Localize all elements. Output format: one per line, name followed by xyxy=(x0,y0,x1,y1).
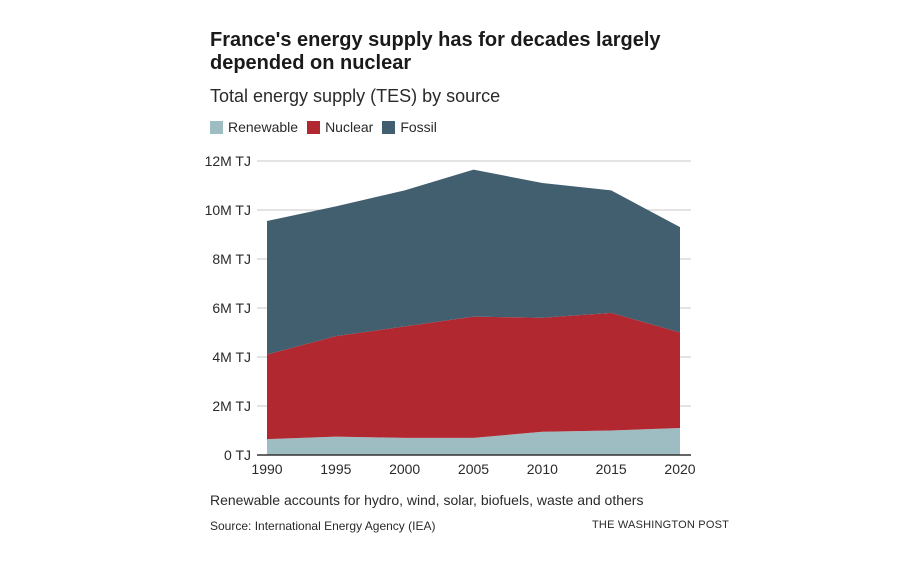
y-axis-labels: 0 TJ 2M TJ 4M TJ 6M TJ 8M TJ 10M TJ 12M TJ xyxy=(205,153,251,463)
publisher-credit: THE WASHINGTON POST xyxy=(592,519,730,531)
legend-label-nuclear: Nuclear xyxy=(325,119,374,135)
x-tick-label: 2000 xyxy=(389,461,420,477)
chart-source: Source: International Energy Agency (IEA… xyxy=(210,519,436,533)
x-tick-label: 1995 xyxy=(320,461,351,477)
x-tick-label: 1990 xyxy=(251,461,282,477)
chart-footnote: Renewable accounts for hydro, wind, sola… xyxy=(210,492,644,508)
chart-subtitle: Total energy supply (TES) by source xyxy=(210,86,501,106)
area-fossil xyxy=(267,169,680,355)
legend-swatch-nuclear xyxy=(307,120,321,134)
legend-label-renewable: Renewable xyxy=(228,119,299,135)
legend-item-nuclear: Nuclear xyxy=(307,119,373,135)
legend-item-renewable: Renewable xyxy=(210,119,298,135)
legend-item-fossil: Fossil xyxy=(382,119,437,135)
x-tick-label: 2020 xyxy=(664,461,695,477)
x-tick-label: 2015 xyxy=(596,461,627,477)
legend-label-fossil: Fossil xyxy=(400,119,437,135)
y-tick-label: 10M TJ xyxy=(205,202,251,218)
area-renewable xyxy=(267,428,680,455)
x-tick-label: 2010 xyxy=(527,461,558,477)
y-tick-label: 12M TJ xyxy=(205,153,251,169)
y-tick-label: 4M TJ xyxy=(212,349,251,365)
legend: Renewable Nuclear Fossil xyxy=(210,119,446,135)
y-tick-label: 6M TJ xyxy=(212,300,251,316)
x-axis-labels: 1990 1995 2000 2005 2010 2015 2020 xyxy=(251,461,695,477)
area-nuclear xyxy=(267,312,680,440)
areas xyxy=(267,169,680,455)
y-tick-label: 8M TJ xyxy=(212,251,251,267)
x-tick-label: 2005 xyxy=(458,461,489,477)
y-tick-label: 0 TJ xyxy=(224,447,251,463)
legend-swatch-fossil xyxy=(382,120,396,134)
y-tick-label: 2M TJ xyxy=(212,398,251,414)
legend-swatch-renewable xyxy=(210,120,223,134)
chart-title: France's energy supply has for decades l… xyxy=(210,29,661,74)
